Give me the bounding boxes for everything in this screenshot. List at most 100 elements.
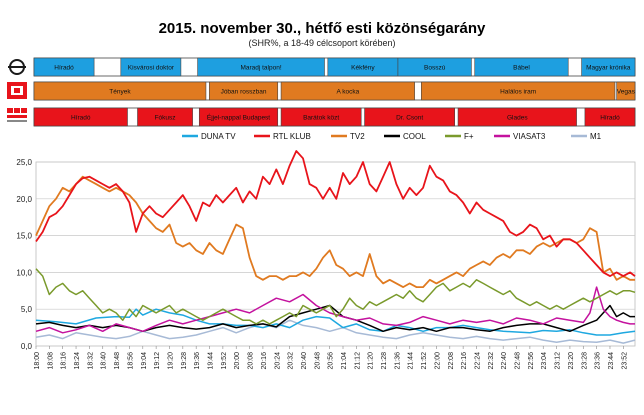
x-tick-label: 23:28 [581, 352, 588, 370]
chart-legend: DUNA TV RTL KLUB TV2 COOL F+ VIASAT3 M1 [182, 132, 602, 141]
chart-title: 2015. november 30., hétfő esti közönséga… [158, 20, 486, 37]
schedule-block-label: Tények [109, 89, 131, 96]
x-tick-label: 20:00 [234, 352, 241, 370]
legend-label: RTL KLUB [273, 132, 311, 141]
x-tick-label: 20:16 [261, 352, 268, 370]
x-tick-label: 21:20 [368, 352, 375, 370]
x-tick-label: 20:56 [328, 352, 335, 370]
x-tick-label: 19:36 [194, 352, 201, 370]
x-tick-label: 19:44 [208, 352, 215, 370]
legend-label: DUNA TV [201, 132, 236, 141]
series-line-tv2 [35, 175, 635, 288]
x-tick-label: 21:52 [421, 352, 428, 370]
series-line-m1 [35, 319, 636, 344]
x-tick-label: 22:56 [528, 352, 535, 370]
x-tick-label: 18:40 [101, 352, 108, 370]
schedule-block [457, 107, 577, 127]
schedule-block [280, 81, 415, 101]
x-tick-label: 19:04 [141, 352, 148, 370]
schedule-block-label: Bosszú [424, 65, 446, 72]
schedule-block-label: Maradj talpon! [240, 65, 281, 72]
schedule-block [198, 107, 279, 127]
schedule-block [474, 57, 569, 77]
x-tick-label: 19:12 [154, 352, 161, 370]
x-tick-label: 23:44 [608, 352, 615, 370]
series-line-rtl-klub [35, 150, 636, 277]
x-tick-label: 19:28 [181, 352, 188, 370]
schedule-block-label: Híradó [600, 115, 620, 122]
x-tick-label: 20:40 [301, 352, 308, 370]
x-tick-label: 21:44 [408, 352, 415, 370]
schedule-block-label: Híradó [54, 65, 74, 72]
schedule-block [584, 107, 636, 127]
schedule-block-label: Éjjel-nappal Budapest [207, 113, 270, 122]
series-line-f- [35, 268, 636, 325]
schedule-block-label: Kisvárosi doktor [128, 65, 175, 72]
schedule-block [280, 107, 362, 127]
schedule-block-label: Jóban rosszban [221, 89, 267, 96]
schedule-block-label: Halálos iram [500, 89, 536, 96]
plot-area [35, 161, 636, 347]
legend-label: F+ [464, 132, 474, 141]
schedule-block [120, 57, 182, 77]
x-tick-label: 18:24 [74, 352, 81, 370]
x-tick-label: 21:04 [341, 352, 348, 370]
schedule-block-label: Dr. Csont [396, 115, 423, 122]
x-tick-label: 23:04 [541, 352, 548, 370]
x-tick-label: 21:28 [381, 352, 388, 370]
legend-label: M1 [590, 132, 602, 141]
y-tick-label: 15,0 [16, 232, 32, 241]
x-tick-label: 22:08 [448, 352, 455, 370]
x-tick-label: 20:24 [274, 352, 281, 370]
series-line-duna-tv [35, 308, 636, 336]
y-tick-label: 20,0 [16, 195, 32, 204]
schedule-block [33, 81, 207, 101]
schedule-block-label: Glades [507, 115, 528, 122]
x-tick-label: 22:32 [488, 352, 495, 370]
x-tick-label: 23:12 [555, 352, 562, 370]
schedule-block [137, 107, 193, 127]
schedule-block [364, 107, 455, 127]
x-tick-label: 22:16 [461, 352, 468, 370]
schedule-block-label: Híradó [71, 115, 91, 122]
x-tick-label: 23:52 [621, 352, 628, 370]
y-tick-label: 5,0 [21, 305, 33, 314]
chart-series [35, 150, 636, 344]
x-tick-label: 23:20 [568, 352, 575, 370]
x-tick-label: 21:12 [354, 352, 361, 370]
y-tick-label: 0,0 [21, 342, 33, 351]
x-tick-label: 20:32 [288, 352, 295, 370]
schedule-block-label: Bábel [513, 65, 530, 72]
schedule-block [616, 81, 636, 101]
schedule-block [33, 57, 95, 77]
chart-subtitle: (SHR%, a 18-49 célcsoport körében) [248, 38, 396, 48]
legend-label: TV2 [350, 132, 365, 141]
schedule-block [397, 57, 472, 77]
y-tick-label: 25,0 [16, 158, 32, 167]
schedule-block-label: A kocka [336, 89, 359, 96]
series-line-viasat3 [35, 286, 635, 334]
schedule-block [197, 57, 325, 77]
x-tick-label: 19:52 [221, 352, 228, 370]
program-schedule: Híradó Kisvárosi doktor Maradj talpon! Kékf… [33, 57, 636, 127]
m1-logo-icon [8, 59, 26, 75]
chart-grid [35, 161, 636, 347]
schedule-block-label: Vegas [617, 89, 636, 96]
legend-label: COOL [403, 132, 426, 141]
x-tick-label: 18:56 [127, 352, 134, 370]
x-tick-label: 20:48 [314, 352, 321, 370]
x-tick-label: 18:32 [87, 352, 94, 370]
x-tick-label: 21:36 [394, 352, 401, 370]
x-tick-label: 23:36 [595, 352, 602, 370]
schedule-block-label: Fókusz [155, 115, 176, 122]
tv2-logo-icon [7, 82, 27, 99]
x-tick-label: 18:48 [114, 352, 121, 370]
y-tick-label: 10,0 [16, 268, 32, 277]
schedule-block [421, 81, 616, 101]
x-tick-label: 18:08 [47, 352, 54, 370]
x-tick-label: 22:00 [434, 352, 441, 370]
schedule-block-label: Kékfény [351, 65, 375, 72]
x-tick-label: 22:40 [501, 352, 508, 370]
rtl-klub-logo-icon [7, 108, 27, 122]
